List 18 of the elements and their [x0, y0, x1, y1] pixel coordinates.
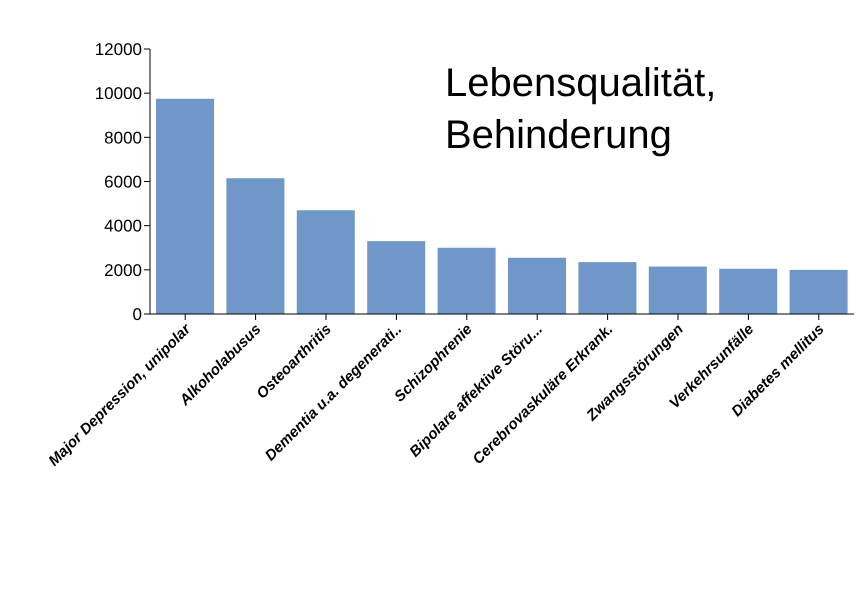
y-tick-label: 8000: [104, 128, 142, 148]
y-tick-label: 6000: [104, 172, 142, 192]
y-tick-label: 12000: [94, 40, 142, 60]
text: Lebensqualität, Behinderung: [445, 61, 716, 157]
bar: [508, 258, 566, 314]
bar: [578, 262, 636, 314]
bar: [156, 98, 214, 314]
bar: [648, 266, 707, 314]
bar: [790, 270, 848, 314]
y-tick-label: 10000: [94, 84, 142, 104]
bar: [438, 248, 496, 314]
y-tick-label: 4000: [104, 216, 142, 236]
y-tick-label: 2000: [104, 260, 142, 280]
bar: [296, 210, 355, 314]
bar: [719, 268, 778, 314]
bar: [367, 241, 426, 314]
bar: [226, 178, 284, 314]
y-tick-label: 0: [132, 305, 142, 324]
